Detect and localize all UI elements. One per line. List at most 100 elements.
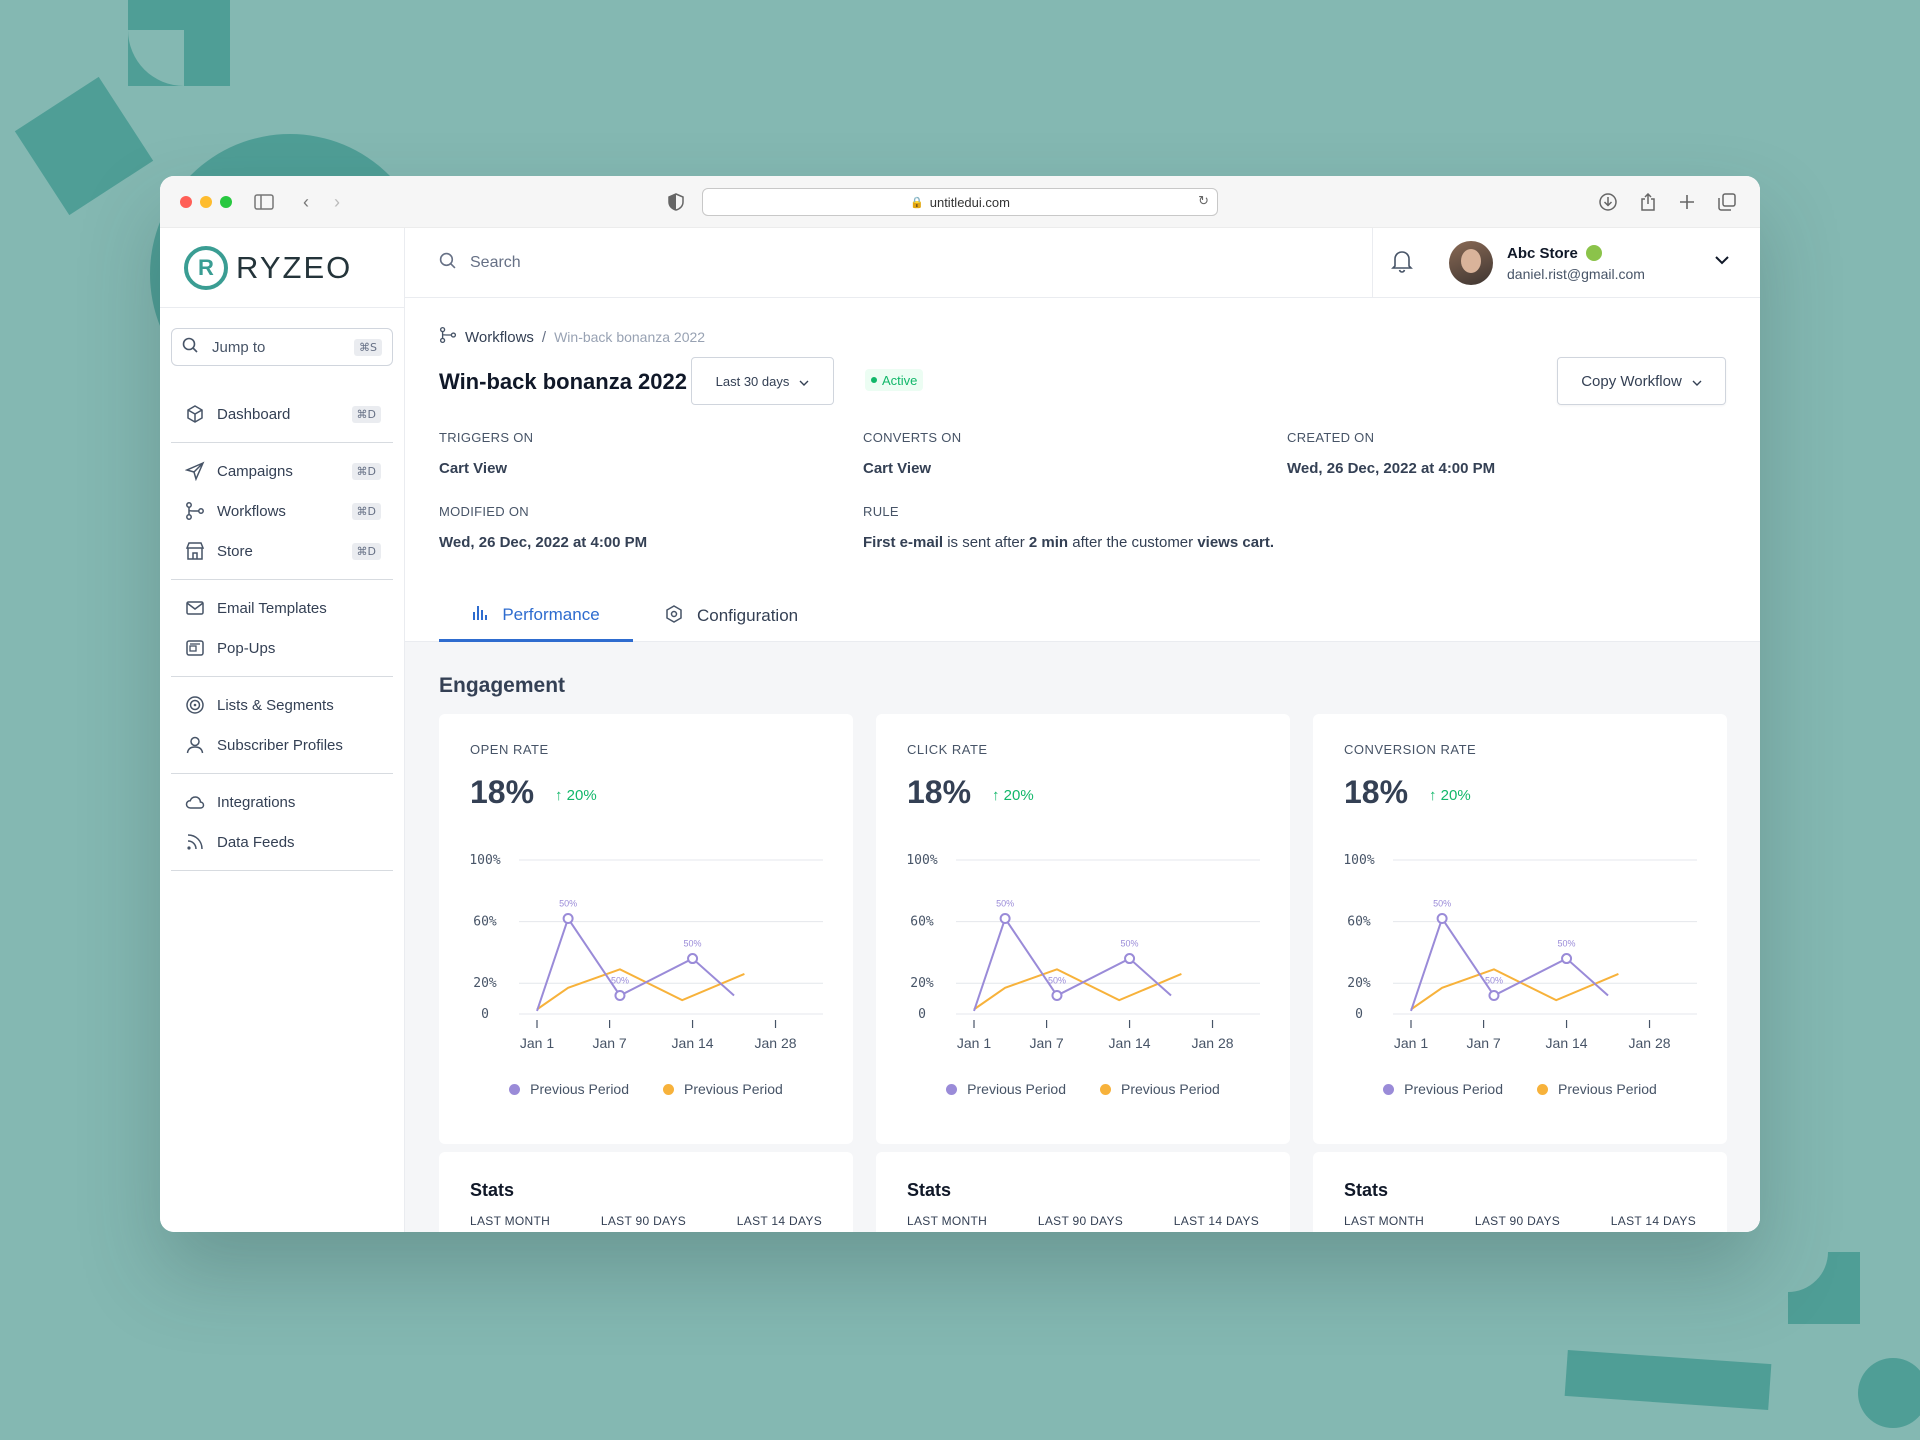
y-tick-label: 20% [473, 976, 497, 991]
data-label: 50% [1433, 899, 1451, 909]
sidebar-item-store[interactable]: Store ⌘D [171, 531, 393, 571]
metric-change-value: 20% [1003, 787, 1034, 804]
sidebar-item-pop-ups[interactable]: Pop-Ups [171, 628, 393, 668]
y-tick-label: 60% [473, 915, 497, 930]
account-info[interactable]: Abc Store daniel.rist@gmail.com [1507, 245, 1645, 282]
rule-part: after the customer [1068, 534, 1198, 551]
sidebar-item-label: Campaigns [217, 462, 293, 480]
page-title: Win-back bonanza 2022 [439, 369, 687, 394]
sidebar-item-email-templates[interactable]: Email Templates [171, 588, 393, 628]
sidebar-item-lists-segments[interactable]: Lists & Segments [171, 685, 393, 725]
minimize-dot[interactable] [200, 196, 212, 208]
store-icon [183, 539, 207, 563]
sidebar-item-campaigns[interactable]: Campaigns ⌘D [171, 451, 393, 491]
jump-to-input[interactable]: Jump to ⌘S [171, 328, 393, 366]
sidebar-item-integrations[interactable]: Integrations [171, 782, 393, 822]
created-label: CREATED ON [1287, 430, 1375, 445]
breadcrumb-separator: / [541, 328, 547, 346]
forward-icon[interactable]: › [334, 191, 340, 212]
x-tick-label: Jan 7 [1466, 1035, 1500, 1051]
y-tick-label: 60% [1347, 915, 1371, 930]
legend-item: Previous Period [1100, 1081, 1220, 1097]
search-bar[interactable]: Search [405, 252, 521, 274]
x-tick-label: Jan 1 [1394, 1035, 1428, 1051]
app-shell: R RYZEO Jump to ⌘S Dashboard ⌘D [160, 228, 1760, 1232]
sidebar-item-workflows[interactable]: Workflows ⌘D [171, 491, 393, 531]
sidebar-item-label: Integrations [217, 793, 296, 811]
x-tick-label: Jan 1 [957, 1035, 991, 1051]
chevron-down-icon [799, 374, 809, 389]
x-tick-label: Jan 14 [1109, 1035, 1151, 1051]
y-tick-label: 0 [481, 1007, 489, 1022]
breadcrumb-root-link[interactable]: Workflows [465, 328, 534, 346]
search-input[interactable]: Search [470, 253, 521, 271]
target-icon [183, 693, 207, 717]
y-tick-label: 100% [906, 853, 937, 868]
rule-part: First e-mail [863, 534, 944, 551]
data-point [1124, 953, 1136, 965]
x-tick-label: Jan 28 [754, 1035, 796, 1051]
tab-performance[interactable]: Performance [439, 590, 633, 642]
sidebar-toggle-icon[interactable] [252, 190, 276, 214]
legend-swatch [663, 1084, 674, 1095]
brand-name: RYZEO [236, 249, 353, 285]
arrow-up-icon: ↑ [555, 787, 563, 804]
data-point [999, 913, 1011, 925]
y-tick-label: 100% [1343, 853, 1374, 868]
tab-configuration[interactable]: Configuration [665, 590, 798, 642]
legend-item: Previous Period [1383, 1081, 1503, 1097]
brand-logo[interactable]: R RYZEO [160, 228, 404, 308]
shield-icon[interactable] [664, 190, 688, 214]
background-shape [1858, 1358, 1920, 1428]
account-email: daniel.rist@gmail.com [1507, 265, 1645, 282]
y-tick-label: 60% [910, 915, 934, 930]
maximize-dot[interactable] [220, 196, 232, 208]
share-icon[interactable] [1636, 190, 1660, 214]
close-dot[interactable] [180, 196, 192, 208]
cloud-icon [183, 790, 207, 814]
chart-legend: Previous Period Previous Period [439, 1081, 853, 1097]
back-icon[interactable]: ‹ [303, 191, 309, 212]
copy-workflow-button[interactable]: Copy Workflow [1557, 357, 1726, 405]
stats-card: Stats LAST MONTH LAST 90 DAYS LAST 14 DA… [1313, 1152, 1727, 1232]
arrow-up-icon: ↑ [1429, 787, 1437, 804]
notifications-bell-icon[interactable] [1391, 249, 1419, 278]
address-bar[interactable]: 🔒 untitledui.com ↻ [702, 188, 1218, 216]
sidebar-item-dashboard[interactable]: Dashboard ⌘D [171, 394, 393, 434]
x-tick-label: Jan 7 [592, 1035, 626, 1051]
x-tick-label: Jan 7 [1029, 1035, 1063, 1051]
date-range-dropdown[interactable]: Last 30 days [691, 357, 834, 405]
nav-group-content: Email Templates Pop-Ups [171, 580, 393, 677]
series-line [1410, 968, 1619, 1011]
stats-col-header: LAST 90 DAYS [1037, 1214, 1124, 1228]
bar-chart-icon [472, 603, 488, 626]
main-content: Search Abc Store daniel.rist@gmail.com [405, 228, 1760, 1232]
shortcut-badge: ⌘S [354, 338, 382, 356]
metric-label: CONVERSION RATE [1344, 742, 1477, 757]
modified-value: Wed, 26 Dec, 2022 at 4:00 PM [439, 534, 648, 551]
new-tab-icon[interactable] [1675, 190, 1699, 214]
chevron-down-icon[interactable] [1714, 252, 1730, 270]
shortcut-badge: ⌘D [351, 462, 381, 480]
created-value: Wed, 26 Dec, 2022 at 4:00 PM [1287, 460, 1496, 477]
sidebar-item-subscriber-profiles[interactable]: Subscriber Profiles [171, 725, 393, 765]
legend-label: Previous Period [967, 1081, 1066, 1097]
data-label: 50% [1121, 939, 1139, 949]
stats-columns: LAST MONTH LAST 90 DAYS LAST 14 DAYS [1344, 1214, 1696, 1228]
stats-col-header: LAST 14 DAYS [736, 1214, 822, 1228]
shortcut-badge: ⌘D [351, 542, 381, 560]
sidebar-item-label: Workflows [217, 502, 286, 520]
stats-col-header: LAST MONTH [907, 1214, 988, 1228]
series-line [973, 916, 1172, 1012]
legend-swatch [946, 1084, 958, 1095]
metric-label: CLICK RATE [907, 742, 988, 757]
sidebar-item-label: Data Feeds [217, 833, 295, 851]
reload-icon[interactable]: ↻ [1198, 193, 1209, 208]
download-icon[interactable] [1596, 190, 1620, 214]
tabs-overview-icon[interactable] [1715, 190, 1739, 214]
breadcrumb-current: Win-back bonanza 2022 [554, 329, 706, 345]
sidebar-item-data-feeds[interactable]: Data Feeds [171, 822, 393, 862]
avatar[interactable] [1449, 241, 1493, 285]
stats-col-header: LAST 90 DAYS [1474, 1214, 1561, 1228]
search-icon [182, 337, 200, 357]
